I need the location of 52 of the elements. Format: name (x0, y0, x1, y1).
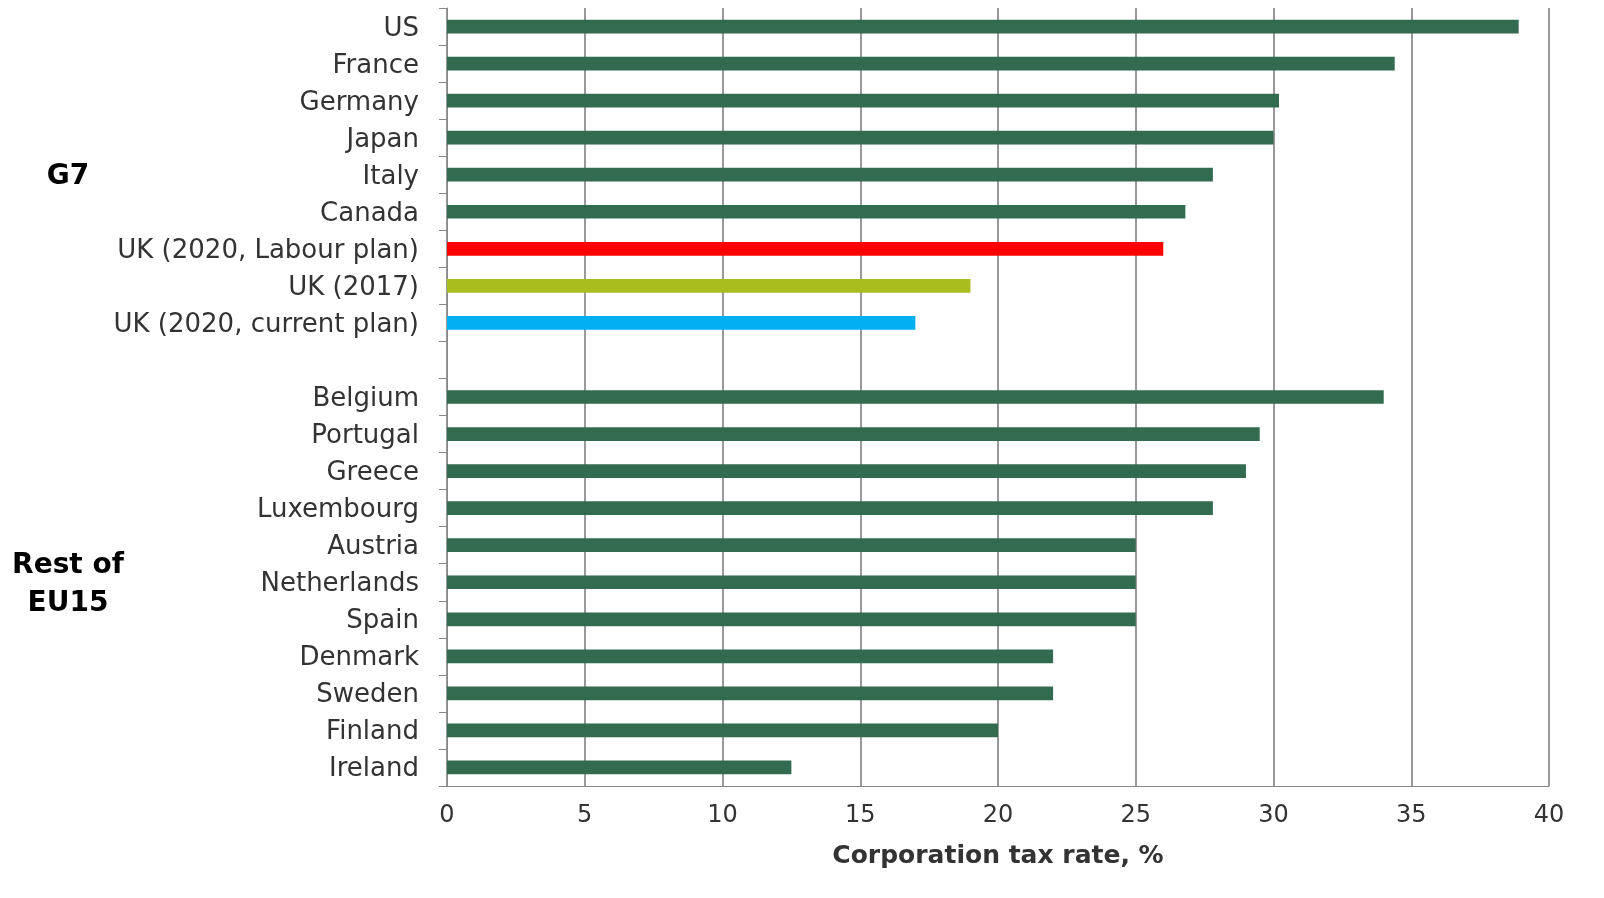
text: Rest of EU15 (12, 546, 125, 618)
y-tick-label: UK (2017) (288, 270, 419, 301)
text: G7 (46, 158, 90, 192)
bar (447, 167, 1213, 182)
bar (447, 723, 998, 738)
bar (447, 575, 1136, 590)
x-axis-title: Corporation tax rate, % (832, 840, 1164, 869)
y-tick-label: Finland (326, 715, 419, 746)
y-tick-label: Denmark (299, 641, 419, 672)
x-tick-label: 20 (982, 800, 1014, 828)
y-tick-label: UK (2020, current plan) (113, 307, 419, 338)
y-tick-label: Italy (362, 159, 419, 190)
x-tick-label: 10 (707, 800, 738, 828)
bar (447, 93, 1280, 108)
y-tick-label: Luxembourg (256, 493, 419, 524)
y-tick-label: Belgium (312, 382, 419, 412)
x-tick-label: 40 (1533, 800, 1565, 828)
bar (447, 538, 1136, 553)
bar (447, 204, 1186, 219)
bar (447, 390, 1384, 404)
y-tick-label: Greece (326, 456, 419, 487)
y-tick-label: Canada (320, 196, 419, 227)
y-tick-label: Japan (344, 122, 419, 153)
bar (447, 427, 1260, 441)
bar (447, 612, 1136, 627)
bar (447, 130, 1274, 145)
x-tick-label: 25 (1120, 800, 1152, 828)
y-tick-label: Spain (346, 604, 419, 635)
y-tick-label: Sweden (316, 678, 419, 709)
x-tick-label: 0 (439, 800, 455, 828)
bar (447, 686, 1054, 701)
bar (447, 56, 1395, 71)
y-tick-label: US (383, 11, 419, 42)
bar (447, 649, 1054, 664)
y-tick-label: France (332, 48, 419, 79)
bar (447, 19, 1519, 34)
x-tick-label: 5 (577, 800, 593, 828)
bar (447, 760, 792, 775)
y-tick-label: Portugal (311, 419, 419, 450)
y-tick-label: Austria (327, 530, 419, 561)
y-tick-label: Germany (299, 85, 419, 116)
bar (447, 316, 916, 330)
x-tick-label: 15 (844, 800, 876, 828)
x-tick-label: 30 (1258, 800, 1289, 828)
x-tick-label: 35 (1395, 800, 1427, 828)
y-tick-label: Ireland (329, 752, 419, 783)
bar (447, 241, 1164, 256)
y-tick-label: UK (2020, Labour plan) (117, 233, 419, 264)
bar (447, 279, 971, 293)
bar (447, 464, 1246, 478)
y-tick-label: Netherlands (260, 567, 419, 598)
bar (447, 501, 1213, 515)
